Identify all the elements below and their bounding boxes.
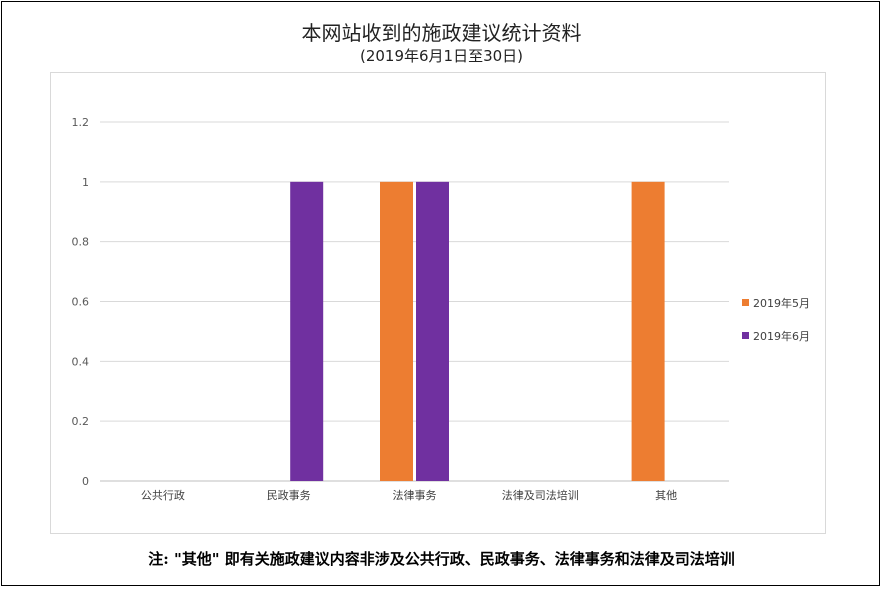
chart-subtitle: (2019年6月1日至30日)	[359, 47, 524, 65]
y-tick-label: 0.6	[72, 296, 90, 309]
legend-swatch-june	[742, 332, 749, 339]
legend-label-may: 2019年5月	[753, 296, 810, 310]
y-tick-label: 0.2	[72, 415, 90, 428]
y-tick-label: 1.2	[72, 116, 90, 129]
x-tick-label: 其他	[655, 489, 677, 502]
x-tick-labels: 公共行政 民政事务 法律事务 法律及司法培训 其他	[141, 488, 677, 502]
y-tick-labels: 0 0.2 0.4 0.6 0.8 1 1.2	[72, 116, 90, 488]
legend-label-june: 2019年6月	[753, 329, 810, 343]
chart-title: 本网站收到的施政建议统计资料	[301, 21, 582, 45]
legend: 2019年5月 2019年6月	[742, 286, 810, 352]
y-tick-label: 1	[82, 176, 89, 189]
legend-swatch-may	[742, 299, 749, 306]
gridlines	[100, 121, 729, 482]
y-tick-label: 0.4	[72, 355, 90, 368]
bar-june-1	[290, 181, 324, 482]
y-tick-label: 0.8	[72, 236, 90, 249]
y-tick-label: 0	[82, 475, 89, 488]
x-tick-label: 民政事务	[267, 488, 311, 502]
bar-may-4	[631, 181, 665, 482]
x-tick-label: 法律及司法培训	[502, 488, 579, 502]
bars	[290, 181, 665, 482]
legend-item-june: 2019年6月	[742, 319, 810, 352]
x-tick-label: 法律事务	[393, 488, 437, 502]
legend-item-may: 2019年5月	[742, 286, 810, 319]
bar-may-2	[380, 181, 413, 482]
footnote: 注: "其他" 即有关施政建议内容非涉及公共行政、民政事务、法律事务和法律及司法…	[148, 550, 735, 568]
bar-june-2	[416, 181, 449, 482]
x-tick-label: 公共行政	[141, 488, 185, 502]
